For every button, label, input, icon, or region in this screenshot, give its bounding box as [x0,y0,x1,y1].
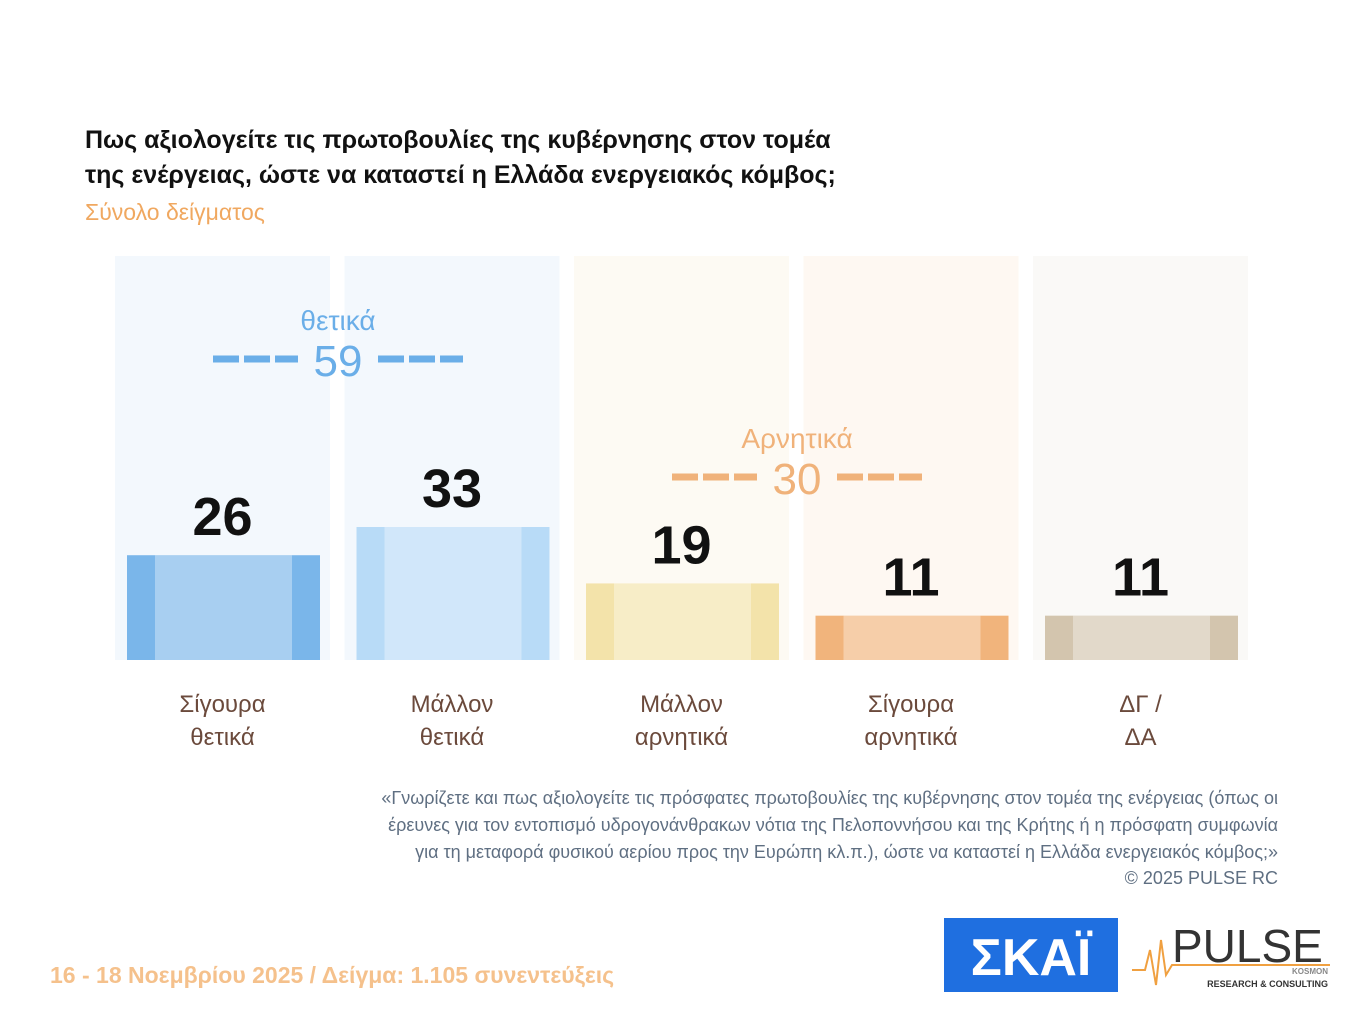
chart-title: Πως αξιολογείτε τις πρωτοβουλίες της κυβ… [85,126,831,154]
group-value: 59 [314,337,363,386]
x-tick-label: Μάλλον [411,691,494,718]
skai-logo: ΣΚΑΪ [971,929,1093,987]
x-tick-label: ΔΓ / [1119,691,1162,718]
bar [1045,615,1238,660]
x-tick-label: αρνητικά [864,724,957,751]
footer: 16 - 18 Νοεμβρίου 2025 / Δείγμα: 1.105 σ… [50,962,614,988]
footnote: για τη μεταφορά φυσικού αερίου προς την … [415,842,1278,862]
x-tick-label: Σίγουρα [179,691,265,718]
bar-highlight [384,527,522,660]
pulse-logo-tag: KOSMON [1292,967,1328,976]
value-label: 11 [882,548,939,608]
chart-subtitle: Σύνολο δείγματος [85,199,265,225]
value-label: 33 [422,459,482,519]
value-label: 11 [1112,548,1169,608]
bar-highlight [155,555,292,660]
column-panel [1033,256,1248,660]
x-tick-label: θετικά [190,724,255,751]
column-panel [803,256,1019,660]
group-label: Αρνητικά [741,423,852,454]
pulse-logo-line [1132,939,1330,986]
x-tick-label: Μάλλον [640,691,723,718]
pulse-logo-sub: RESEARCH & CONSULTING [1207,979,1328,989]
group-value: 30 [773,455,822,504]
value-label: 19 [651,515,711,575]
bar-highlight [614,583,751,660]
bar-highlight [843,615,981,660]
group-label: θετικά [300,305,375,336]
copyright: © 2025 PULSE RC [1125,868,1278,888]
bar [815,615,1009,660]
bar [356,527,550,660]
x-tick-label: ΔΑ [1124,724,1156,751]
footnote: έρευνες για τον εντοπισμό υδρογονάνθρακω… [388,815,1278,835]
plot: 26 Σίγουρα θετικά 33 Μάλλον θετικά 19 Μάλλον αρν… [115,256,1248,751]
bar-highlight [1073,615,1210,660]
pulse-logo: PULSE [1172,920,1323,972]
skai-logo-box [944,918,1118,992]
chart-title: της ενέργειας, ώστε να καταστεί η Ελλάδα… [85,161,836,189]
x-tick-label: Σίγουρα [868,691,954,718]
footnote: «Γνωρίζετε και πως αξιολογείτε τις πρόσφ… [381,788,1278,808]
x-tick-label: αρνητικά [635,724,728,751]
bar [586,583,779,660]
bar [127,555,320,660]
x-tick-label: θετικά [420,724,485,751]
value-label: 26 [192,487,252,547]
